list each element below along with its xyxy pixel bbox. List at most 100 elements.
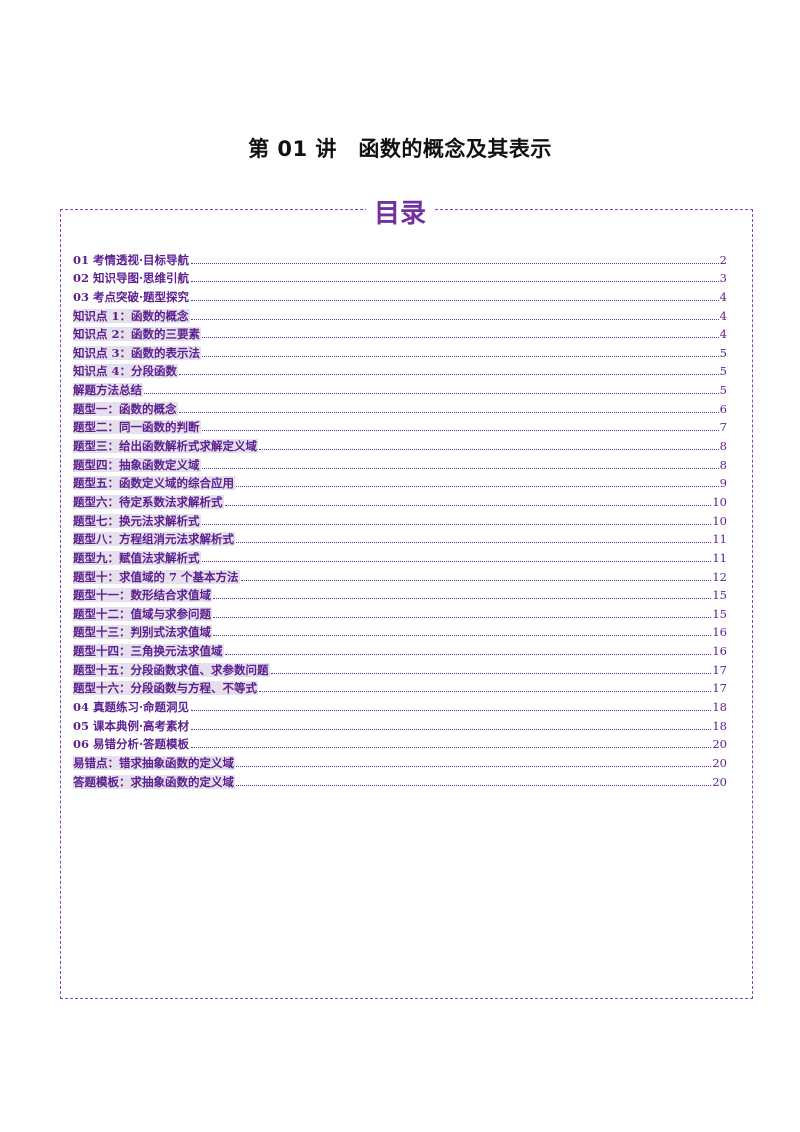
- toc-entry[interactable]: 题型四：抽象函数定义域 8: [73, 453, 727, 472]
- toc-entry[interactable]: 知识点 1：函数的概念 4: [73, 304, 727, 323]
- toc-entry-page[interactable]: 20: [712, 737, 727, 752]
- toc-leader-dots: [213, 635, 712, 637]
- toc-entry[interactable]: 题型七：换元法求解析式 10: [73, 509, 727, 528]
- toc-leader-dots: [224, 504, 712, 506]
- toc-entry-page[interactable]: 12: [712, 569, 727, 584]
- toc-leader-dots: [240, 579, 712, 581]
- toc-entry-page[interactable]: 11: [712, 532, 727, 547]
- toc-entry-label[interactable]: 题型八：方程组消元法求解析式: [73, 532, 235, 547]
- toc-entry-page[interactable]: 5: [719, 364, 727, 379]
- toc-entry-label[interactable]: 题型十一：数形结合求值域: [73, 588, 212, 603]
- toc-entry[interactable]: 02 知识导图·思维引航 3: [73, 267, 727, 286]
- toc-entry-page[interactable]: 4: [719, 327, 727, 342]
- toc-entry-page[interactable]: 15: [712, 588, 727, 603]
- toc-entry[interactable]: 题型十：求值域的 7 个基本方法 12: [73, 565, 727, 584]
- toc-entry-label[interactable]: 题型二：同一函数的判断: [73, 420, 201, 435]
- toc-entry[interactable]: 解题方法总结 5: [73, 378, 727, 398]
- toc-entry[interactable]: 知识点 4：分段函数 5: [73, 360, 727, 379]
- toc-entry[interactable]: 题型十五：分段函数求值、求参数问题 17: [73, 658, 727, 677]
- toc-entry-label[interactable]: 知识点 1：函数的概念: [73, 308, 190, 323]
- toc-entry-label[interactable]: 易错点：错求抽象函数的定义域: [73, 755, 235, 770]
- toc-leader-dots: [236, 784, 712, 786]
- toc-leader-dots: [191, 262, 719, 264]
- toc-entry-label[interactable]: 题型三：给出函数解析式求解定义域: [73, 439, 258, 454]
- toc-entry-page[interactable]: 8: [719, 439, 727, 454]
- toc-entry-label[interactable]: 知识点 2：函数的三要素: [73, 327, 202, 342]
- toc-entry-label[interactable]: 题型一：函数的概念: [73, 401, 178, 416]
- toc-entry-page[interactable]: 8: [719, 457, 727, 472]
- toc-entry[interactable]: 题型六：待定系数法求解析式 10: [73, 490, 727, 509]
- toc-entry[interactable]: 05 课本典例·高考素材 18: [73, 714, 727, 733]
- toc-entry[interactable]: 题型八：方程组消元法求解析式 11: [73, 528, 727, 547]
- toc-entry[interactable]: 知识点 2：函数的三要素 4: [73, 323, 727, 342]
- toc-entry-label[interactable]: 01 考情透视·目标导航: [73, 252, 190, 267]
- toc-entry-label[interactable]: 题型十六：分段函数与方程、不等式: [73, 681, 258, 696]
- toc-leader-dots: [178, 411, 719, 413]
- toc-entry-page[interactable]: 16: [712, 625, 727, 640]
- toc-entry-page[interactable]: 9: [719, 476, 727, 491]
- toc-entry-page[interactable]: 10: [712, 513, 727, 528]
- toc-leader-dots: [201, 523, 712, 525]
- toc-entry-label[interactable]: 03 考点突破·题型探究: [73, 289, 190, 304]
- toc-entry-page[interactable]: 5: [719, 345, 727, 360]
- toc-entry-label[interactable]: 04 真题练习·命题洞见: [73, 700, 190, 715]
- toc-entry[interactable]: 易错点：错求抽象函数的定义域 20: [73, 751, 727, 770]
- toc-entry[interactable]: 题型十六：分段函数与方程、不等式 17: [73, 677, 727, 696]
- toc-entry-label[interactable]: 题型九：赋值法求解析式: [73, 550, 201, 565]
- toc-entry[interactable]: 题型一：函数的概念 6: [73, 397, 727, 416]
- toc-entry-page[interactable]: 18: [712, 700, 727, 715]
- toc-entry-label[interactable]: 题型十三：判别式法求值域: [73, 625, 212, 640]
- toc-entry-page[interactable]: 20: [712, 755, 727, 770]
- toc-entry-label[interactable]: 题型六：待定系数法求解析式: [73, 494, 224, 509]
- toc-entry-label[interactable]: 题型十四：三角换元法求值域: [73, 644, 224, 659]
- toc-leader-dots: [201, 560, 712, 562]
- toc-entry-page[interactable]: 17: [712, 681, 727, 696]
- toc-entry[interactable]: 题型五：函数定义域的综合应用 9: [73, 472, 727, 491]
- toc-entry[interactable]: 题型十四：三角换元法求值域 16: [73, 639, 727, 659]
- toc-entry-page[interactable]: 2: [719, 252, 727, 267]
- toc-leader-dots: [191, 281, 719, 283]
- toc-entry-page[interactable]: 20: [712, 774, 727, 789]
- toc-entry-page[interactable]: 4: [719, 289, 727, 304]
- toc-entry-page[interactable]: 10: [712, 494, 727, 509]
- toc-entry-page[interactable]: 5: [719, 383, 727, 398]
- toc-entry-label[interactable]: 答题模板：求抽象函数的定义域: [73, 774, 235, 789]
- toc-entry-label[interactable]: 知识点 4：分段函数: [73, 364, 179, 379]
- toc-entry-page[interactable]: 18: [712, 718, 727, 733]
- toc-entry[interactable]: 题型十三：判别式法求值域 16: [73, 621, 727, 640]
- toc-entry-label[interactable]: 02 知识导图·思维引航: [73, 271, 190, 286]
- toc-entry[interactable]: 03 考点突破·题型探究 4: [73, 285, 727, 304]
- toc-entry-page[interactable]: 3: [719, 271, 727, 286]
- toc-entry-label[interactable]: 知识点 3：函数的表示法: [73, 345, 202, 360]
- toc-entry[interactable]: 04 真题练习·命题洞见 18: [73, 695, 727, 714]
- toc-leader-dots: [259, 691, 712, 693]
- toc-leader-dots: [236, 486, 719, 488]
- toc-entry[interactable]: 题型十一：数形结合求值域 15: [73, 584, 727, 603]
- toc-entry-label[interactable]: 解题方法总结: [73, 383, 143, 398]
- toc-entry-page[interactable]: 11: [712, 550, 727, 565]
- toc-entry[interactable]: 知识点 3：函数的表示法 5: [73, 341, 727, 360]
- toc-entry[interactable]: 01 考情透视·目标导航 2: [73, 248, 727, 267]
- toc-entry-page[interactable]: 16: [712, 644, 727, 659]
- toc-entry-label[interactable]: 06 易错分析·答题模板: [73, 737, 190, 752]
- toc-leader-dots: [202, 337, 719, 339]
- toc-entry-page[interactable]: 17: [712, 662, 727, 677]
- toc-entry-page[interactable]: 4: [719, 308, 727, 323]
- toc-entry-label[interactable]: 题型七：换元法求解析式: [73, 513, 201, 528]
- toc-entry-label[interactable]: 题型五：函数定义域的综合应用: [73, 476, 235, 491]
- toc-entry-label[interactable]: 题型十二：值域与求参问题: [73, 606, 212, 621]
- toc-entry[interactable]: 题型十二：值域与求参问题 15: [73, 602, 727, 621]
- toc-entry[interactable]: 06 易错分析·答题模板 20: [73, 733, 727, 752]
- toc-entry-label[interactable]: 题型十：求值域的 7 个基本方法: [73, 569, 240, 584]
- toc-entry[interactable]: 题型二：同一函数的判断 7: [73, 416, 727, 435]
- toc-leader-dots: [202, 355, 719, 357]
- toc-entry-page[interactable]: 15: [712, 606, 727, 621]
- toc-entry[interactable]: 题型三：给出函数解析式求解定义域 8: [73, 434, 727, 454]
- toc-entry-label[interactable]: 题型四：抽象函数定义域: [73, 457, 201, 472]
- toc-entry-page[interactable]: 6: [719, 401, 727, 416]
- toc-entry-label[interactable]: 题型十五：分段函数求值、求参数问题: [73, 662, 270, 677]
- toc-entry-page[interactable]: 7: [719, 420, 727, 435]
- toc-entry[interactable]: 答题模板：求抽象函数的定义域 20: [73, 770, 727, 789]
- toc-entry[interactable]: 题型九：赋值法求解析式 11: [73, 546, 727, 565]
- toc-entry-label[interactable]: 05 课本典例·高考素材: [73, 718, 190, 733]
